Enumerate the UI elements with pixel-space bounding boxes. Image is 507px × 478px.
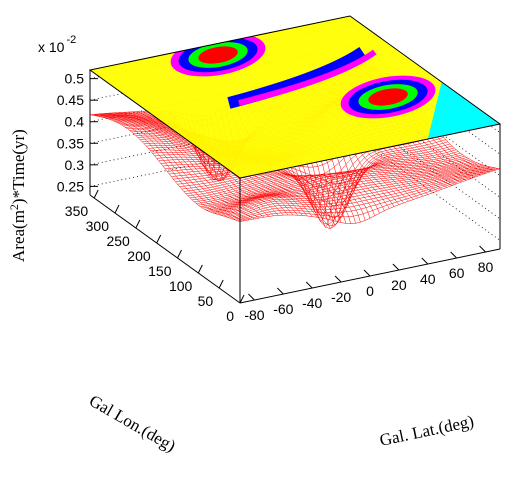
mesh-line-lat-10 (137, 111, 289, 216)
lon-tick-mark-6 (114, 204, 120, 214)
lat-tick-mark-2 (305, 281, 313, 289)
z-tick-label-5: 0.5 (65, 71, 85, 87)
lat-tick-mark-3 (334, 275, 342, 283)
lat-tick-mark-4 (363, 269, 371, 277)
z-multiplier: x 10 -2 (38, 34, 76, 55)
lat-tick-mark-8 (479, 245, 486, 253)
z-tick-label-1: 0.3 (65, 157, 85, 173)
lat-axis-title: Gal. Lat.(deg) (378, 411, 476, 450)
lat-tick-label-5: 20 (391, 277, 407, 293)
contour-b-ring-3 (368, 88, 408, 106)
mesh-line-lat-6 (118, 112, 270, 217)
lon-tick-label-7: 350 (65, 203, 89, 219)
lat-tick-mark-5 (392, 263, 400, 271)
mesh-line-lat-1 (94, 114, 245, 221)
lon-tick-label-4: 200 (127, 248, 151, 264)
contour-band-magenta (238, 49, 377, 106)
lon-tick-mark-2 (197, 264, 203, 274)
mesh-line-lat-7 (123, 112, 274, 216)
grid-line-z-0 (89, 131, 501, 241)
contour-group (90, 16, 500, 178)
lat-tick-mark-6 (421, 257, 429, 265)
z-tick-label-3: 0.4 (65, 114, 85, 130)
lat-tick-label-8: 80 (478, 259, 494, 275)
lon-tick-mark-0 (239, 294, 245, 304)
lon-tick-label-6: 300 (86, 218, 110, 234)
top-plane-border (88, 15, 502, 179)
mesh-line-lat-9 (133, 111, 284, 216)
lat-tick-mark-1 (276, 287, 284, 295)
mesh-line-lat-5 (114, 112, 265, 218)
z-axis-ticks: 0.25 0.3 0.35 0.4 0.45 0.5 (57, 71, 98, 194)
frame-edge-bottom-lon (89, 194, 241, 304)
lat-tick-label-6: 40 (420, 271, 436, 287)
lat-tick-mark-7 (450, 251, 458, 259)
lon-tick-mark-4 (156, 234, 162, 244)
contour-a-ring-3 (198, 46, 238, 64)
lat-tick-label-2: -40 (302, 295, 322, 311)
lon-tick-mark-5 (135, 219, 141, 229)
lon-tick-label-5: 250 (106, 233, 130, 249)
lon-tick-mark-1 (218, 279, 224, 289)
lat-tick-mark-0 (248, 293, 255, 301)
mesh-line-lat-0 (89, 114, 241, 222)
lat-axis-ticks: -80 -60 -40 -20 0 20 40 60 80 (244, 245, 494, 323)
lon-tick-label-1: 50 (198, 293, 214, 309)
top-contour-plane (88, 15, 502, 179)
lon-tick-mark-7 (93, 189, 99, 199)
lon-axis-title: Gal Lon.(deg) (86, 391, 179, 456)
z-tick-label-4: 0.45 (57, 92, 84, 108)
lat-tick-label-3: -20 (331, 289, 351, 305)
lon-tick-label-0: 0 (226, 308, 234, 324)
z-tick-label-0: 0.25 (57, 178, 84, 194)
mesh-line-lat-2 (99, 113, 250, 221)
lat-tick-label-0: -80 (244, 307, 264, 323)
mesh-line-lat-4 (109, 112, 260, 219)
lon-tick-label-3: 150 (148, 263, 172, 279)
lon-tick-label-2: 100 (169, 278, 193, 294)
z-tick-label-2: 0.35 (57, 135, 84, 151)
lat-tick-label-4: 0 (366, 283, 374, 299)
lat-tick-label-1: -60 (273, 301, 293, 317)
lat-tick-label-7: 60 (449, 265, 465, 281)
lon-tick-mark-3 (177, 249, 182, 259)
z-axis-title: Area(m2)*Time(yr) (7, 129, 28, 262)
contour-cyan (427, 82, 500, 139)
mesh-line-lat-3 (104, 113, 255, 220)
